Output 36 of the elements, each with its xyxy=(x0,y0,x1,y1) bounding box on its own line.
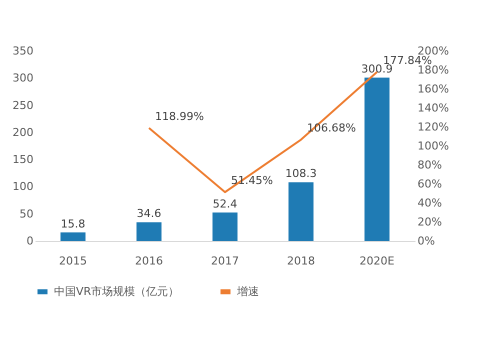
y2-tick-label: 40% xyxy=(418,196,442,210)
x-tick-label: 2016 xyxy=(135,254,163,268)
data-label: 118.99% xyxy=(155,110,204,123)
y-tick-label: 100 xyxy=(12,180,34,194)
y2-tick-label: 120% xyxy=(418,120,449,134)
bar xyxy=(60,232,86,241)
y-tick-label: 50 xyxy=(20,207,34,220)
y2-tick-label: 140% xyxy=(418,102,449,114)
y2-tick-label: 100% xyxy=(418,140,449,152)
y-tick-label: 150 xyxy=(12,153,34,166)
y-tick-label: 250 xyxy=(12,98,34,112)
data-label: 108.3 xyxy=(285,167,317,180)
x-tick-label: 2020E xyxy=(360,254,395,268)
y2-tick-label: 20% xyxy=(418,216,442,228)
x-tick-label: 2015 xyxy=(59,254,87,268)
bar xyxy=(212,212,238,241)
bar xyxy=(136,222,162,241)
y2-tick-label: 160% xyxy=(418,82,449,96)
bar xyxy=(364,78,390,241)
y-tick-label: 200 xyxy=(12,126,34,139)
data-label: 34.6 xyxy=(136,207,162,220)
y2-tick-label: 60% xyxy=(418,178,442,190)
y2-tick-label: 180% xyxy=(418,64,449,76)
y-tick-label: 0 xyxy=(26,234,34,248)
y2-tick-label: 0% xyxy=(418,234,435,248)
legend-label: 中国VR市场规模（亿元） xyxy=(54,284,180,298)
y-tick-label: 300 xyxy=(12,72,34,85)
bar xyxy=(288,182,314,241)
y-tick-label: 350 xyxy=(12,44,34,58)
line-series xyxy=(148,71,378,194)
y2-tick-label: 80% xyxy=(418,158,442,172)
data-label: 52.4 xyxy=(212,198,238,211)
data-label: 15.8 xyxy=(60,217,86,230)
legend-label: 增速 xyxy=(236,284,259,298)
x-tick-label: 2017 xyxy=(211,254,239,268)
x-tick-label: 2018 xyxy=(287,254,315,268)
